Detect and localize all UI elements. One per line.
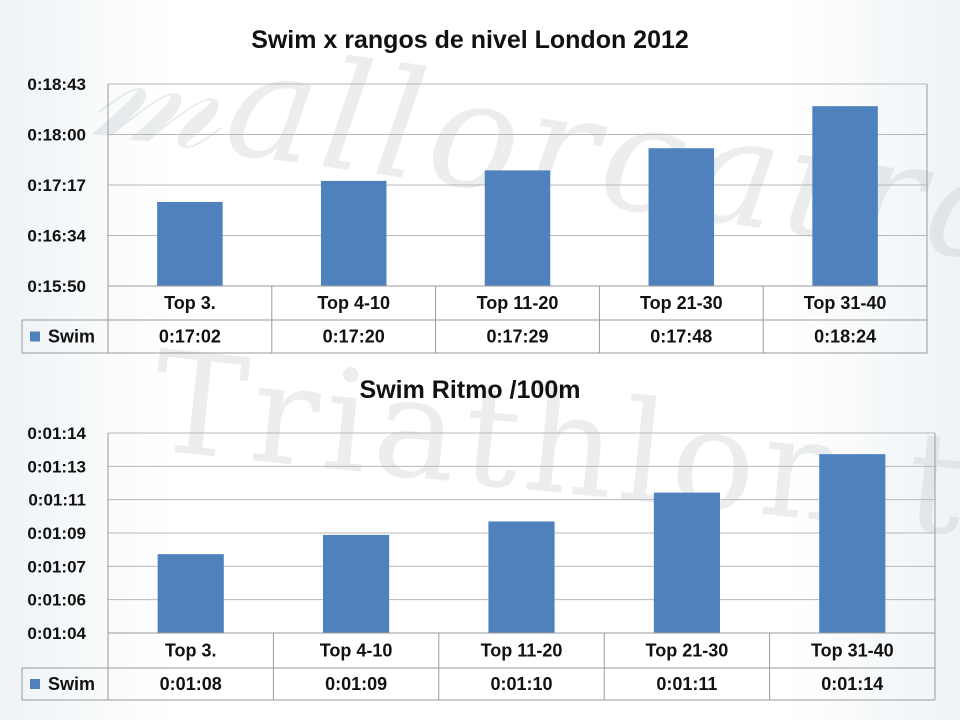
legend-swatch	[30, 679, 40, 689]
category-label: Top 11-20	[481, 641, 563, 661]
data-table-value: 0:17:29	[486, 327, 548, 347]
data-table-value: 0:01:11	[656, 674, 717, 694]
chart-title: Swim x rangos de nivel London 2012	[251, 26, 689, 54]
bar	[323, 534, 390, 633]
y-tick-label: 0:18:00	[27, 126, 86, 145]
data-table-value: 0:17:48	[650, 327, 712, 347]
y-tick-label: 0:01:09	[27, 524, 86, 543]
category-label: Top 31-40	[804, 293, 887, 313]
data-table-value: 0:01:14	[821, 674, 883, 694]
bar	[812, 106, 878, 287]
y-tick-label: 0:01:14	[27, 424, 86, 443]
y-tick-label: 0:18:43	[27, 75, 86, 94]
data-table-value: 0:01:09	[325, 674, 387, 694]
bar	[653, 492, 720, 633]
swim-pace-chart: Swim Ritmo /100m 0:01:04 0:01:06 0:01:07 0:…	[0, 360, 960, 720]
legend-series-name: Swim	[48, 674, 95, 694]
y-tick-label: 0:01:04	[27, 624, 86, 643]
swim-time-chart: Swim x rangos de nivel London 2012 0:15:…	[0, 0, 960, 360]
y-tick-label: 0:01:06	[27, 591, 86, 610]
category-label: Top 21-30	[646, 641, 729, 661]
y-tick-label: 0:16:34	[27, 227, 86, 246]
bar	[648, 148, 715, 286]
category-label: Top 3.	[165, 641, 217, 661]
y-tick-label: 0:01:13	[27, 457, 86, 476]
legend-swatch	[30, 331, 40, 342]
bar-chart-svg: 0:15:50 0:16:34 0:17:17 0:18:00 0:18:43 Top 3…	[21, 75, 928, 354]
category-label: Top 4-10	[320, 641, 393, 661]
category-label: Top 31-40	[811, 641, 894, 661]
legend-series-name: Swim	[48, 327, 95, 347]
chart-title: Swim Ritmo /100m	[359, 376, 581, 404]
data-table-value: 0:18:24	[814, 327, 876, 347]
category-label: Top 11-20	[477, 293, 559, 313]
category-label: Top 21-30	[640, 293, 723, 313]
category-label: Top 4-10	[317, 293, 390, 313]
y-tick-label: 0:01:11	[28, 491, 86, 510]
bar	[320, 180, 387, 286]
bar	[157, 554, 224, 633]
bar	[819, 454, 886, 633]
data-table-value: 0:17:02	[159, 327, 221, 347]
data-table-value: 0:01:10	[490, 674, 552, 694]
y-tick-label: 0:17:17	[27, 176, 86, 195]
y-tick-label: 0:15:50	[27, 277, 86, 296]
y-tick-label: 0:01:07	[27, 557, 86, 576]
data-table-value: 0:17:20	[323, 327, 385, 347]
category-label: Top 3.	[164, 293, 216, 313]
bar	[484, 170, 551, 286]
bar	[157, 201, 223, 286]
bar	[488, 521, 555, 633]
data-table-value: 0:01:08	[160, 674, 222, 694]
bar-chart-svg: 0:01:04 0:01:06 0:01:07 0:01:09 0:01:11 0:01:…	[21, 424, 936, 701]
